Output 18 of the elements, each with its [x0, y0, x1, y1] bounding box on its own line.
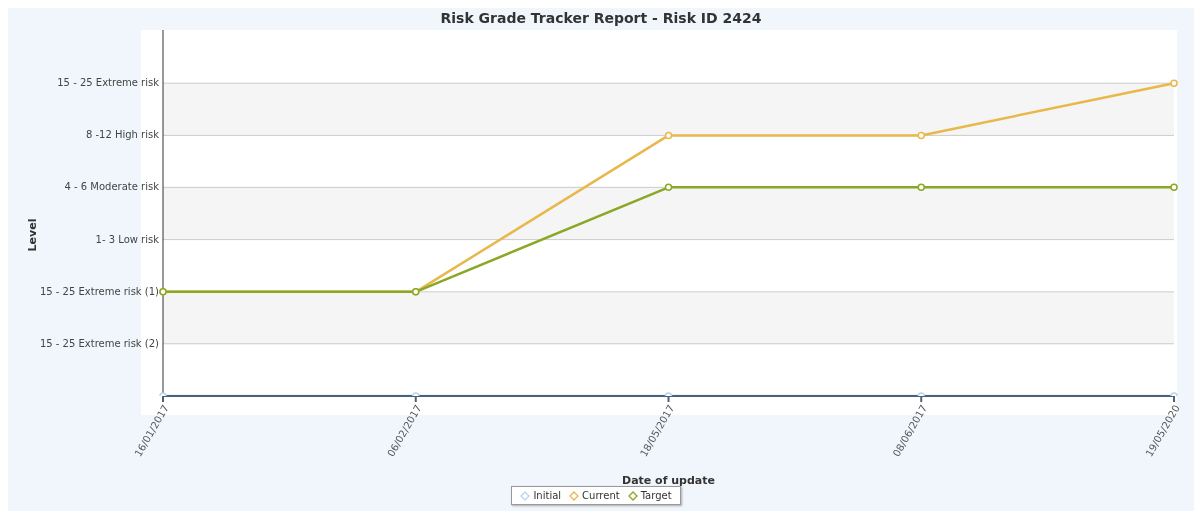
text: Level: [26, 218, 39, 252]
ref-line-label: 1- 3 Low risk: [95, 233, 160, 245]
ref-line-label: 8 -12 High risk: [85, 129, 160, 141]
legend-label: Initial: [533, 490, 562, 501]
point: [917, 131, 925, 140]
x-axis-title: Date of update: [622, 474, 715, 487]
chart-title: Risk Grade Tracker Report - Risk ID 2424: [439, 9, 763, 28]
legend-label: Target: [640, 490, 672, 501]
ref-line-label: 15 - 25 Extreme risk: [57, 77, 160, 89]
point: [1170, 79, 1178, 87]
point: [664, 131, 673, 140]
point: [917, 183, 925, 192]
ref-line-label: 4 - 6 Moderate risk: [64, 181, 160, 193]
ref-line-label: 15 - 25 Extreme risk (1): [39, 285, 160, 297]
point: [1170, 183, 1178, 192]
legend-label: Current: [582, 490, 620, 501]
ref-line-label: 15 - 25 Extreme risk (2): [39, 337, 160, 349]
point: [664, 183, 673, 192]
